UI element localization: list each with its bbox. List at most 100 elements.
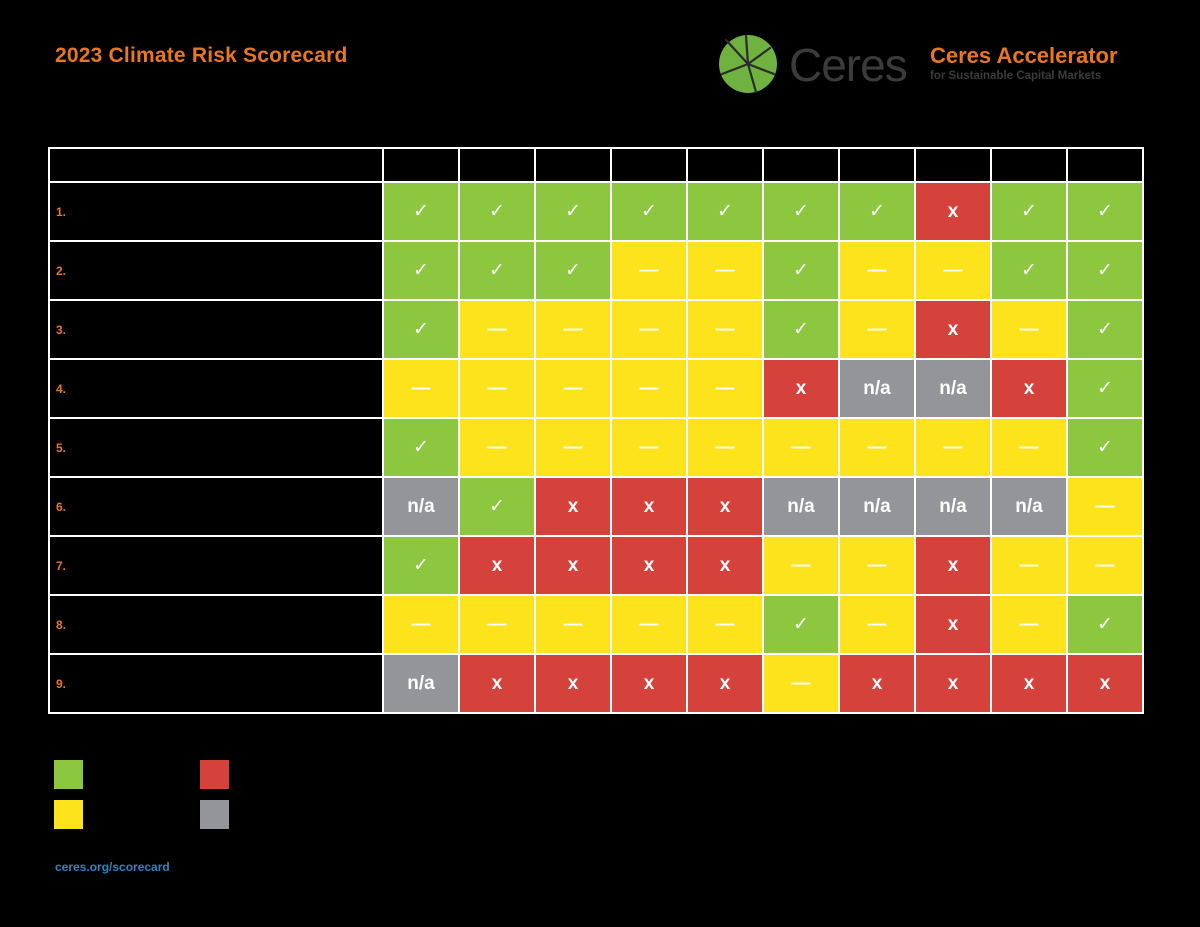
score-cell-yes: ✓ bbox=[1066, 594, 1144, 655]
header-col-3 bbox=[534, 147, 612, 183]
row-number-label: 3. bbox=[48, 299, 384, 360]
score-cell-yes: ✓ bbox=[534, 181, 612, 242]
table-row: 4. — — — — — x n/a n/a x ✓ bbox=[48, 358, 1144, 419]
row-number: 5. bbox=[56, 440, 67, 455]
score-cell-partial: — bbox=[686, 594, 764, 655]
score-cell-partial: — bbox=[838, 417, 916, 478]
score-cell-no: x bbox=[914, 535, 992, 596]
score-cell-yes: ✓ bbox=[534, 240, 612, 301]
scorecard-link[interactable]: ceres.org/scorecard bbox=[55, 860, 170, 874]
score-cell-partial: — bbox=[838, 594, 916, 655]
score-cell-partial: — bbox=[458, 594, 536, 655]
score-cell-partial: — bbox=[762, 535, 840, 596]
header-col-5 bbox=[686, 147, 764, 183]
score-cell-partial: — bbox=[382, 594, 460, 655]
score-cell-no: x bbox=[914, 594, 992, 655]
score-cell-partial: — bbox=[838, 299, 916, 360]
header-col-1 bbox=[382, 147, 460, 183]
ceres-logo: Ceres Ceres Accelerator for Sustainable … bbox=[716, 34, 1146, 96]
table-row: 8. — — — — — ✓ — x — ✓ bbox=[48, 594, 1144, 655]
table-row: 5. ✓ — — — — — — — — ✓ bbox=[48, 417, 1144, 478]
score-cell-no: x bbox=[686, 535, 764, 596]
score-cell-partial: — bbox=[610, 240, 688, 301]
row-number-label: 7. bbox=[48, 535, 384, 596]
score-cell-yes: ✓ bbox=[1066, 358, 1144, 419]
score-cell-partial: — bbox=[1066, 535, 1144, 596]
score-cell-yes: ✓ bbox=[382, 535, 460, 596]
accelerator-title: Ceres Accelerator bbox=[930, 43, 1118, 68]
header-col-6 bbox=[762, 147, 840, 183]
header-col-9 bbox=[990, 147, 1068, 183]
header-col-7 bbox=[838, 147, 916, 183]
table-row: 7. ✓ x x x x — — x — — bbox=[48, 535, 1144, 596]
score-cell-partial: — bbox=[762, 417, 840, 478]
score-cell-partial: — bbox=[990, 594, 1068, 655]
header-col-2 bbox=[458, 147, 536, 183]
row-number: 3. bbox=[56, 322, 67, 337]
row-number-label: 6. bbox=[48, 476, 384, 537]
score-cell-yes: ✓ bbox=[1066, 417, 1144, 478]
score-cell-no: x bbox=[686, 653, 764, 714]
score-cell-partial: — bbox=[686, 240, 764, 301]
score-cell-na: n/a bbox=[762, 476, 840, 537]
score-cell-no: x bbox=[458, 535, 536, 596]
header-col-10 bbox=[1066, 147, 1144, 183]
score-cell-partial: — bbox=[914, 417, 992, 478]
score-cell-partial: — bbox=[838, 535, 916, 596]
legend-swatch-na bbox=[200, 800, 229, 829]
score-cell-partial: — bbox=[990, 535, 1068, 596]
score-cell-partial: — bbox=[686, 299, 764, 360]
score-cell-partial: — bbox=[610, 417, 688, 478]
score-cell-no: x bbox=[990, 358, 1068, 419]
score-cell-yes: ✓ bbox=[762, 181, 840, 242]
score-cell-no: x bbox=[610, 535, 688, 596]
score-cell-yes: ✓ bbox=[838, 181, 916, 242]
score-cell-yes: ✓ bbox=[458, 476, 536, 537]
score-cell-yes: ✓ bbox=[1066, 240, 1144, 301]
score-cell-yes: ✓ bbox=[610, 181, 688, 242]
score-cell-no: x bbox=[990, 653, 1068, 714]
score-cell-na: n/a bbox=[990, 476, 1068, 537]
score-cell-partial: — bbox=[686, 417, 764, 478]
row-number: 2. bbox=[56, 263, 67, 278]
score-cell-yes: ✓ bbox=[762, 594, 840, 655]
score-cell-yes: ✓ bbox=[990, 240, 1068, 301]
score-cell-na: n/a bbox=[838, 476, 916, 537]
scorecard-title: 2023 Climate Risk Scorecard bbox=[55, 44, 348, 67]
scorecard-body: 1. ✓ ✓ ✓ ✓ ✓ ✓ ✓ x ✓ ✓ 2. ✓ ✓ ✓ — — ✓ — — ✓ ✓ 3. ✓ — — — — ✓ — x — ✓ 4. — —… bbox=[48, 181, 1144, 714]
score-cell-partial: — bbox=[534, 417, 612, 478]
row-number: 6. bbox=[56, 499, 67, 514]
score-cell-partial: — bbox=[610, 358, 688, 419]
score-cell-partial: — bbox=[458, 417, 536, 478]
score-cell-yes: ✓ bbox=[990, 181, 1068, 242]
score-cell-partial: — bbox=[458, 358, 536, 419]
header-col-8 bbox=[914, 147, 992, 183]
table-row: 3. ✓ — — — — ✓ — x — ✓ bbox=[48, 299, 1144, 360]
score-cell-partial: — bbox=[1066, 476, 1144, 537]
score-cell-partial: — bbox=[838, 240, 916, 301]
score-cell-partial: — bbox=[990, 417, 1068, 478]
score-cell-yes: ✓ bbox=[382, 299, 460, 360]
score-cell-partial: — bbox=[610, 299, 688, 360]
score-cell-no: x bbox=[914, 653, 992, 714]
score-cell-na: n/a bbox=[914, 476, 992, 537]
score-cell-partial: — bbox=[534, 594, 612, 655]
row-number-label: 9. bbox=[48, 653, 384, 714]
score-cell-no: x bbox=[610, 476, 688, 537]
row-number-label: 5. bbox=[48, 417, 384, 478]
ceres-wordmark: Ceres bbox=[789, 39, 908, 91]
legend-swatch-no bbox=[200, 760, 229, 789]
row-number-label: 1. bbox=[48, 181, 384, 242]
accelerator-subtitle: for Sustainable Capital Markets bbox=[930, 70, 1102, 82]
table-row: 2. ✓ ✓ ✓ — — ✓ — — ✓ ✓ bbox=[48, 240, 1144, 301]
header-col-4 bbox=[610, 147, 688, 183]
row-number: 1. bbox=[56, 204, 67, 219]
row-number-label: 4. bbox=[48, 358, 384, 419]
score-cell-no: x bbox=[914, 181, 992, 242]
score-cell-no: x bbox=[610, 653, 688, 714]
score-cell-no: x bbox=[914, 299, 992, 360]
score-cell-yes: ✓ bbox=[382, 417, 460, 478]
score-cell-no: x bbox=[762, 358, 840, 419]
score-cell-partial: — bbox=[458, 299, 536, 360]
score-cell-partial: — bbox=[762, 653, 840, 714]
